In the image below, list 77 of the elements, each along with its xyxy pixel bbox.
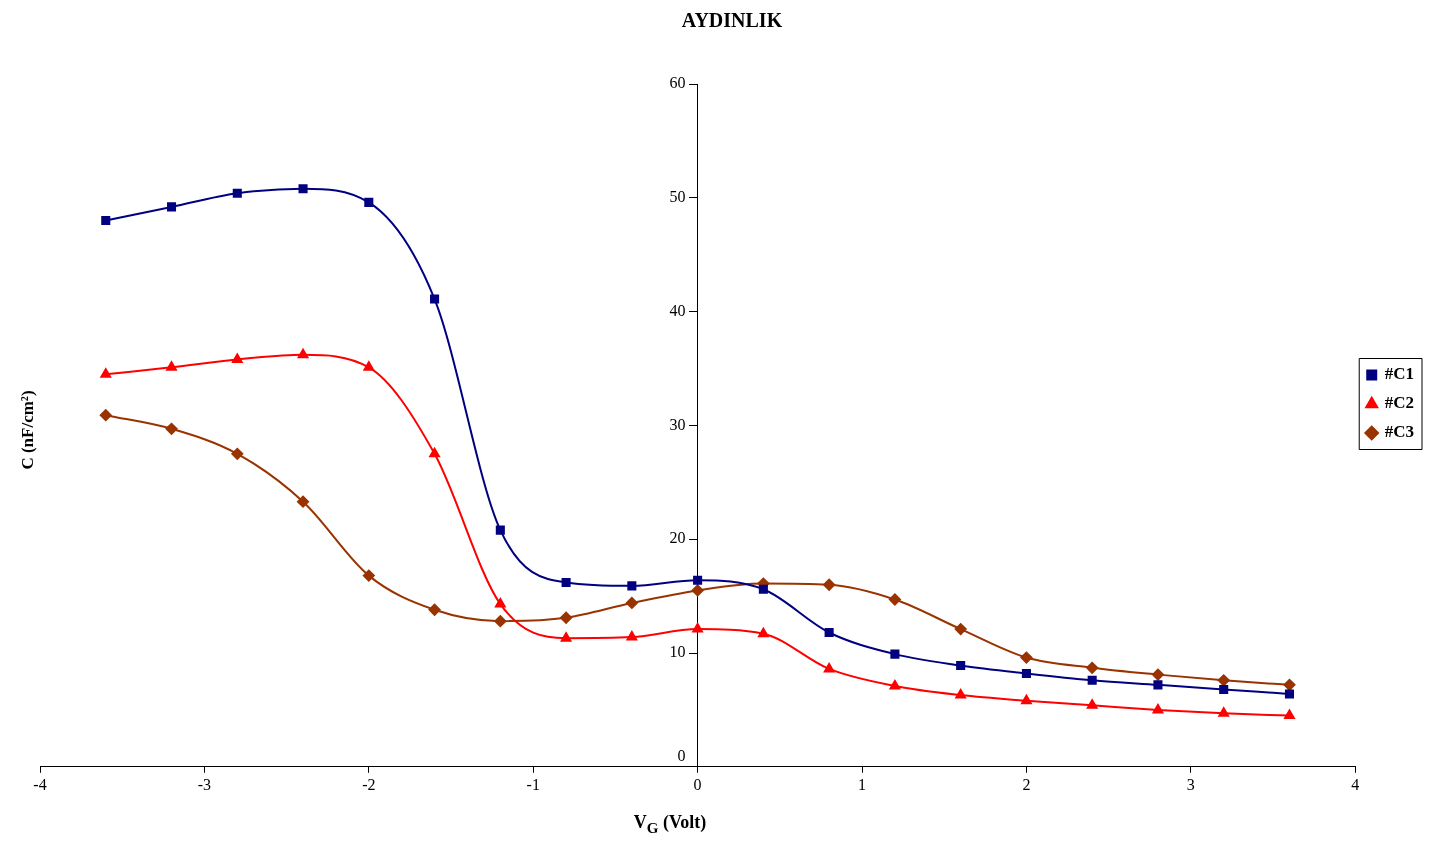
point	[165, 422, 178, 435]
point	[1153, 680, 1163, 690]
point	[166, 361, 177, 371]
x-tick-label: -3	[197, 775, 212, 793]
point	[824, 627, 834, 638]
point	[99, 409, 112, 422]
x-tick-label: -1	[526, 775, 540, 793]
point	[758, 627, 769, 638]
point	[758, 584, 768, 594]
point	[823, 662, 835, 673]
point	[890, 649, 900, 659]
point	[954, 623, 967, 636]
point	[364, 197, 374, 207]
point	[232, 188, 242, 198]
point	[888, 593, 901, 606]
point	[101, 216, 111, 226]
chart-title: AYDINLIK	[681, 9, 783, 32]
point	[956, 660, 966, 671]
point	[693, 575, 703, 585]
point	[1284, 689, 1294, 699]
point	[1021, 694, 1032, 705]
point	[1283, 678, 1296, 691]
point	[1086, 661, 1099, 674]
point	[297, 495, 310, 508]
y-tick-label: 10	[669, 643, 686, 661]
point	[1284, 709, 1295, 720]
point	[166, 202, 177, 212]
x-tick-label: 2	[1022, 775, 1031, 793]
y-tick-label: 50	[669, 188, 686, 205]
x-tick-label: -2	[362, 775, 376, 793]
legend-label: #C2	[1384, 393, 1414, 413]
point	[561, 577, 571, 587]
y-tick-label: 0	[677, 747, 686, 764]
point	[889, 680, 901, 690]
point	[626, 631, 638, 641]
point	[691, 584, 704, 597]
point	[1219, 684, 1229, 694]
x-tick-label: -4	[33, 775, 47, 793]
point	[362, 569, 375, 582]
point	[823, 578, 836, 591]
point	[1152, 703, 1164, 714]
x-tick-label: 0	[693, 775, 702, 793]
point	[1020, 651, 1033, 664]
point	[692, 623, 703, 633]
point	[495, 598, 506, 608]
point	[231, 447, 244, 460]
x-tick-label: 3	[1186, 775, 1195, 793]
point	[494, 615, 507, 628]
point	[430, 294, 440, 304]
point	[495, 525, 505, 535]
y-tick-label: 60	[669, 74, 686, 92]
point	[363, 361, 375, 371]
point	[625, 596, 638, 609]
x-tick-label: 1	[858, 775, 867, 793]
point	[1218, 707, 1230, 717]
point	[297, 348, 309, 359]
point	[100, 368, 112, 378]
point	[627, 581, 637, 591]
point	[298, 184, 308, 194]
point	[429, 447, 440, 458]
y-tick-label: 30	[669, 415, 686, 433]
point	[955, 689, 966, 699]
point	[1151, 668, 1164, 681]
point	[1087, 675, 1097, 685]
y-axis-title: C (nF/cm²)	[18, 390, 38, 470]
point	[560, 632, 572, 642]
point	[1086, 699, 1098, 709]
point	[231, 353, 243, 363]
legend-label: #C3	[1384, 422, 1414, 442]
point	[428, 603, 441, 616]
x-axis-title: V$_{G}$ (Volt)	[632, 812, 708, 837]
y-tick-label: 20	[669, 529, 686, 547]
point	[560, 611, 573, 624]
x-tick-label: 4	[1351, 775, 1360, 793]
point	[1021, 668, 1031, 679]
legend-label: #C1	[1384, 364, 1414, 384]
y-tick-label: 40	[669, 301, 686, 319]
